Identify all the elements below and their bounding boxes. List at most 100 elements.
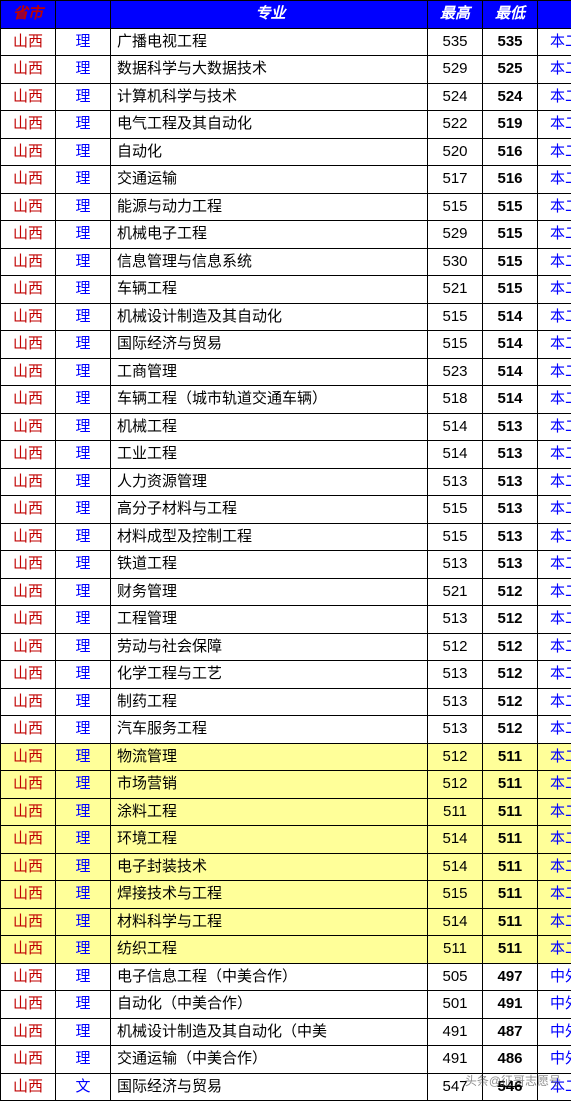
batch-cell: 本二 <box>538 166 571 194</box>
category-cell: 理 <box>56 606 111 634</box>
category-cell: 理 <box>56 661 111 689</box>
low-score-cell: 512 <box>483 688 538 716</box>
province-cell: 山西 <box>1 991 56 1019</box>
low-score-cell: 511 <box>483 798 538 826</box>
major-cell: 信息管理与信息系统 <box>111 248 428 276</box>
category-cell: 理 <box>56 853 111 881</box>
low-score-cell: 511 <box>483 771 538 799</box>
province-cell: 山西 <box>1 688 56 716</box>
batch-cell: 本二 <box>538 441 571 469</box>
low-score-cell: 513 <box>483 468 538 496</box>
major-cell: 能源与动力工程 <box>111 193 428 221</box>
table-row: 山西理工业工程514513本二 <box>1 441 571 469</box>
batch-cell: 本二 <box>538 523 571 551</box>
category-cell: 理 <box>56 1046 111 1074</box>
low-score-cell: 514 <box>483 303 538 331</box>
major-cell: 化学工程与工艺 <box>111 661 428 689</box>
province-cell: 山西 <box>1 166 56 194</box>
table-row: 山西理纺织工程511511本二 <box>1 936 571 964</box>
batch-cell: 本二 <box>538 331 571 359</box>
province-cell: 山西 <box>1 331 56 359</box>
major-cell: 涂料工程 <box>111 798 428 826</box>
high-score-cell: 515 <box>428 331 483 359</box>
batch-cell: 本二 <box>538 496 571 524</box>
category-cell: 理 <box>56 551 111 579</box>
province-cell: 山西 <box>1 441 56 469</box>
low-score-cell: 511 <box>483 853 538 881</box>
table-row: 山西理材料成型及控制工程515513本二 <box>1 523 571 551</box>
high-score-cell: 512 <box>428 743 483 771</box>
high-score-cell: 505 <box>428 963 483 991</box>
major-cell: 交通运输（中美合作） <box>111 1046 428 1074</box>
table-row: 山西理财务管理521512本二 <box>1 578 571 606</box>
table-row: 山西理计算机科学与技术524524本二 <box>1 83 571 111</box>
province-cell: 山西 <box>1 358 56 386</box>
batch-cell: 中外 <box>538 963 571 991</box>
category-cell: 理 <box>56 193 111 221</box>
admission-score-table: 省市 科类 专业 最高 最低 批次 山西理广播电视工程535535本二山西理数据… <box>0 0 571 1101</box>
major-cell: 机械设计制造及其自动化 <box>111 303 428 331</box>
table-row: 山西理工商管理523514本二 <box>1 358 571 386</box>
low-score-cell: 486 <box>483 1046 538 1074</box>
high-score-cell: 514 <box>428 413 483 441</box>
batch-cell: 本二 <box>538 193 571 221</box>
batch-cell: 本二 <box>538 413 571 441</box>
high-score-cell: 513 <box>428 716 483 744</box>
table-body: 山西理广播电视工程535535本二山西理数据科学与大数据技术529525本二山西… <box>1 28 571 1101</box>
province-cell: 山西 <box>1 1046 56 1074</box>
province-cell: 山西 <box>1 551 56 579</box>
category-cell: 理 <box>56 386 111 414</box>
batch-cell: 本二 <box>538 358 571 386</box>
batch-cell: 本二 <box>538 578 571 606</box>
category-cell: 理 <box>56 991 111 1019</box>
province-cell: 山西 <box>1 826 56 854</box>
province-cell: 山西 <box>1 798 56 826</box>
major-cell: 自动化 <box>111 138 428 166</box>
low-score-cell: 497 <box>483 963 538 991</box>
batch-cell: 本二 <box>538 83 571 111</box>
major-cell: 财务管理 <box>111 578 428 606</box>
table-row: 山西理车辆工程521515本二 <box>1 276 571 304</box>
high-score-cell: 515 <box>428 193 483 221</box>
high-score-cell: 513 <box>428 661 483 689</box>
high-score-cell: 514 <box>428 441 483 469</box>
major-cell: 机械电子工程 <box>111 221 428 249</box>
major-cell: 车辆工程 <box>111 276 428 304</box>
table-row: 山西理电子封装技术514511本二 <box>1 853 571 881</box>
header-low: 最低 <box>483 1 538 29</box>
table-row: 山西理交通运输（中美合作）491486中外 <box>1 1046 571 1074</box>
batch-cell: 本二 <box>538 716 571 744</box>
major-cell: 材料科学与工程 <box>111 908 428 936</box>
high-score-cell: 491 <box>428 1018 483 1046</box>
province-cell: 山西 <box>1 908 56 936</box>
province-cell: 山西 <box>1 633 56 661</box>
high-score-cell: 530 <box>428 248 483 276</box>
table-row: 山西理机械设计制造及其自动化（中美491487中外 <box>1 1018 571 1046</box>
high-score-cell: 514 <box>428 826 483 854</box>
table-row: 山西理高分子材料与工程515513本二 <box>1 496 571 524</box>
header-major: 专业 <box>111 1 428 29</box>
province-cell: 山西 <box>1 413 56 441</box>
high-score-cell: 515 <box>428 523 483 551</box>
low-score-cell: 515 <box>483 221 538 249</box>
province-cell: 山西 <box>1 468 56 496</box>
category-cell: 理 <box>56 633 111 661</box>
major-cell: 人力资源管理 <box>111 468 428 496</box>
table-row: 山西理自动化520516本二 <box>1 138 571 166</box>
province-cell: 山西 <box>1 221 56 249</box>
major-cell: 材料成型及控制工程 <box>111 523 428 551</box>
high-score-cell: 511 <box>428 798 483 826</box>
province-cell: 山西 <box>1 661 56 689</box>
low-score-cell: 514 <box>483 331 538 359</box>
table-row: 山西理车辆工程（城市轨道交通车辆）518514本二 <box>1 386 571 414</box>
major-cell: 数据科学与大数据技术 <box>111 56 428 84</box>
low-score-cell: 512 <box>483 716 538 744</box>
category-cell: 理 <box>56 743 111 771</box>
low-score-cell: 513 <box>483 441 538 469</box>
low-score-cell: 511 <box>483 743 538 771</box>
batch-cell: 本二 <box>538 276 571 304</box>
table-row: 山西理机械设计制造及其自动化515514本二 <box>1 303 571 331</box>
low-score-cell: 512 <box>483 661 538 689</box>
province-cell: 山西 <box>1 1073 56 1101</box>
major-cell: 自动化（中美合作） <box>111 991 428 1019</box>
